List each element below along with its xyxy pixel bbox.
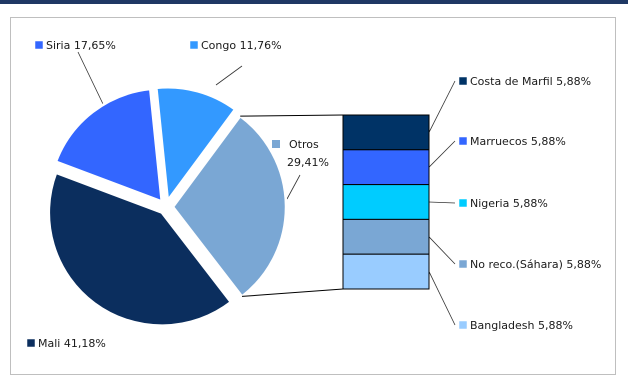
top-accent-bar [0,0,628,4]
data-label-costa-de-marfil-key [458,76,468,86]
data-label-congo: Congo 11,76% [189,39,282,52]
data-label-mali: Mali 41,18% [26,337,106,350]
data-label-nigeria-key [458,198,468,208]
data-label-costa-de-marfil: Costa de Marfil 5,88% [458,75,591,88]
data-label-otros-name: Otros [289,138,319,151]
data-label-marruecos-text: Marruecos 5,88% [470,135,566,148]
breakdown-bar-marruecos [342,149,430,186]
data-label-marruecos: Marruecos 5,88% [458,135,566,148]
data-label-siria: Siria 17,65% [34,39,116,52]
connector-lines [240,114,344,297]
data-label-mali-text: Mali 41,18% [38,337,106,350]
breakdown-bar-costa-de-marfil [342,114,430,151]
data-label-bangladesh-key [458,320,468,330]
data-label-marruecos-key [458,136,468,146]
data-label-no-reco-sahara-key [458,259,468,269]
leader-lines [77,51,456,326]
breakdown-bars [342,114,430,290]
data-label-nigeria-text: Nigeria 5,88% [470,197,548,210]
leader-line-nigeria [428,201,456,204]
pie-slice-mali [47,171,233,327]
data-label-siria-key [34,40,44,50]
data-label-otros-key [272,140,280,148]
leader-line-no-reco-sahara [428,236,456,265]
pie-slice-congo [154,86,237,204]
data-label-siria-text: Siria 17,65% [46,39,116,52]
pie-slice-siria [54,87,164,204]
data-label-otros: Otros 29,41% [272,138,329,169]
data-label-otros-value: 29,41% [287,156,329,169]
leader-line-otros [286,174,301,200]
data-label-mali-key [26,338,36,348]
data-label-congo-text: Congo 11,76% [201,39,282,52]
data-label-congo-key [189,40,199,50]
pie-slices [47,86,288,327]
data-label-no-reco-sahara: No reco.(Sáhara) 5,88% [458,258,601,271]
data-label-costa-de-marfil-text: Costa de Marfil 5,88% [470,75,591,88]
breakdown-bar-bangladesh [342,253,430,290]
connector-line-top [240,114,344,117]
data-label-bangladesh: Bangladesh 5,88% [458,319,573,332]
connector-line-bottom [241,288,344,297]
leader-line-marruecos [428,140,456,168]
data-label-bangladesh-text: Bangladesh 5,88% [470,319,573,332]
breakdown-bar-no-reco-sahara [342,218,430,255]
pie-slice-otros [171,114,288,299]
data-label-nigeria: Nigeria 5,88% [458,197,548,210]
data-labels: Siria 17,65% Congo 11,76% Mali 41,18% Otros… [26,39,601,350]
leader-line-bangladesh [428,271,456,326]
leader-line-siria [77,51,104,105]
data-label-no-reco-sahara-text: No reco.(Sáhara) 5,88% [470,258,601,271]
leader-line-costa-de-marfil [428,80,456,133]
leader-line-congo [215,65,243,86]
breakdown-bar-nigeria [342,184,430,220]
